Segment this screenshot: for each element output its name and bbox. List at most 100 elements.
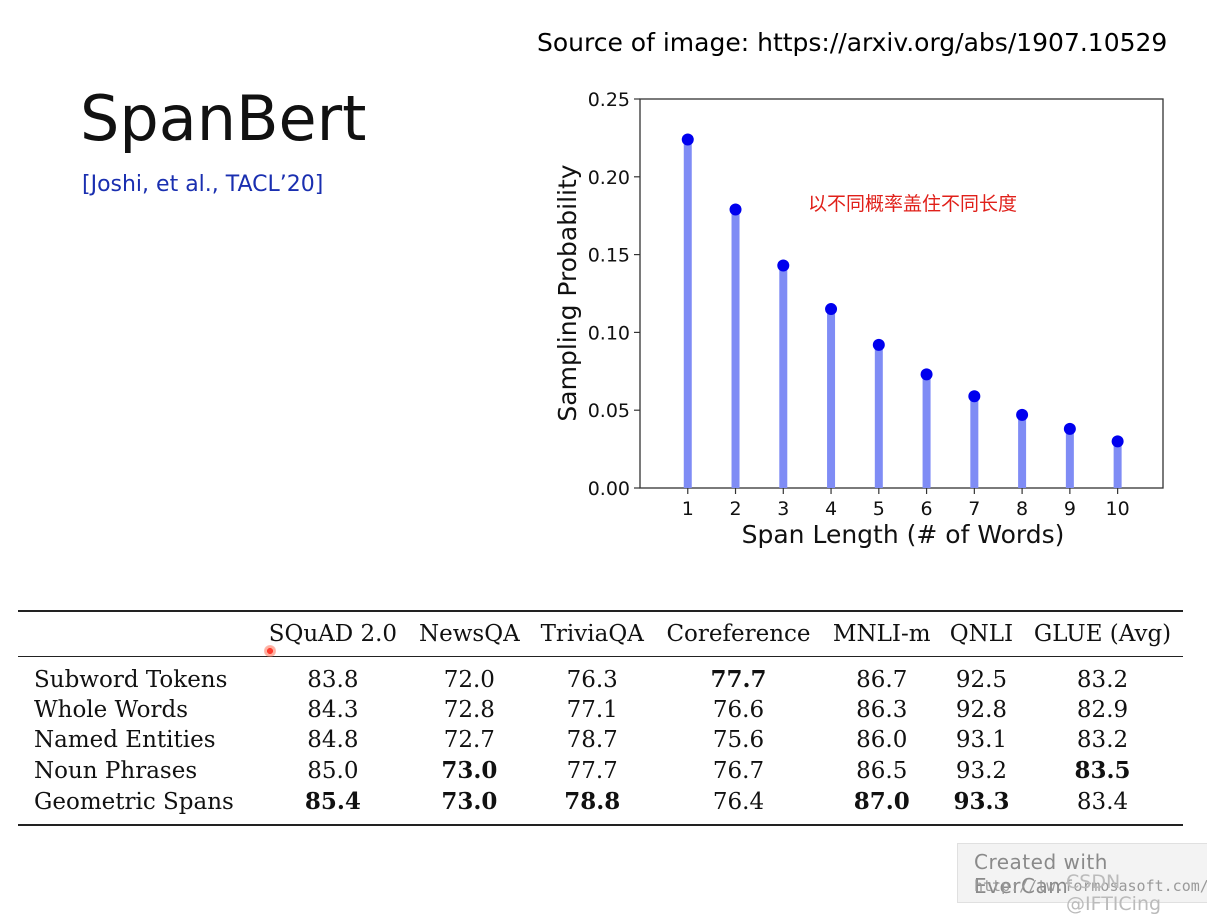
chart-stem (731, 209, 740, 488)
table-cell: 84.3 (307, 697, 359, 723)
table-cell: 92.5 (955, 666, 1008, 693)
table-cell: 75.6 (712, 727, 765, 753)
citation-text: [Joshi, et al., TACL’20] (82, 172, 324, 197)
chart-stem (1018, 414, 1027, 488)
chart-point (825, 303, 838, 316)
watermark-line2: http://tw.formosasoft.com/ (974, 877, 1207, 895)
x-axis: 1 2 3 4 5 6 7 8 9 10 (682, 488, 1130, 520)
chart-stem (874, 344, 883, 488)
x-tick-label: 3 (777, 498, 789, 520)
chart-point (681, 133, 694, 146)
table-cell: 83.4 (1076, 788, 1129, 815)
table-cell: 83.2 (1076, 666, 1129, 693)
table-cell: 76.7 (712, 757, 765, 784)
table-column-header: MNLI-m (832, 621, 931, 647)
x-tick-label: 10 (1106, 498, 1130, 520)
chart-stem (683, 139, 692, 488)
table-column-header: TriviaQA (540, 621, 644, 647)
chart-stem (827, 309, 836, 488)
table-cell: 76.3 (566, 666, 618, 693)
table-cell: 72.8 (443, 697, 495, 723)
y-axis-label: Sampling Probability (553, 164, 582, 421)
y-axis: 0.00 0.05 0.10 0.15 0.20 0.25 (588, 89, 640, 500)
table-row: Geometric Spans 85.4 73.0 78.8 76.4 87.0 93.3 8… (18, 785, 1183, 825)
chart-point (777, 259, 790, 272)
table-column-header: NewsQA (418, 621, 520, 647)
table-header-row: SQuAD 2.0 NewsQA TriviaQA Coreference MNLI-m… (18, 611, 1183, 657)
chart-stem (1113, 441, 1122, 488)
chart-stem (1065, 428, 1074, 488)
csdn-watermark: CSDN @IFTICing (1066, 871, 1162, 915)
table-row-label: Subword Tokens (34, 666, 228, 693)
table-row: Noun Phrases 85.0 73.0 77.7 76.7 86.5 93.2 83.5 (18, 754, 1183, 785)
x-tick-label: 1 (682, 498, 694, 520)
table-cell: 77.7 (710, 666, 767, 693)
y-tick-label: 0.00 (588, 478, 630, 500)
x-tick-label: 9 (1064, 498, 1076, 520)
table-cell: 84.8 (307, 727, 359, 753)
span-length-chart: 0.00 0.05 0.10 0.15 0.20 0.25 1 2 3 4 5 6 7 8 9 10 Sam… (553, 89, 1164, 549)
table-cell: 78.7 (566, 727, 618, 753)
y-tick-label: 0.15 (588, 245, 630, 267)
x-tick-label: 8 (1016, 498, 1028, 520)
slide-title: SpanBert (80, 82, 367, 155)
table-row-label: Named Entities (34, 727, 216, 753)
x-tick-label: 7 (968, 498, 980, 520)
table-cell: 77.1 (566, 697, 618, 723)
table-cell: 92.8 (955, 697, 1008, 723)
x-tick-label: 4 (825, 498, 837, 520)
y-tick-label: 0.25 (588, 89, 630, 111)
y-tick-label: 0.10 (588, 322, 630, 344)
table-row-label: Geometric Spans (34, 788, 234, 815)
table-row-label: Noun Phrases (34, 757, 198, 784)
table-cell: 72.7 (443, 727, 495, 753)
y-tick-label: 0.05 (588, 400, 630, 422)
table-cell: 86.5 (856, 757, 908, 784)
table-row: Whole Words 84.3 72.8 77.1 76.6 86.3 92.8 82.9 (18, 694, 1183, 724)
results-table: SQuAD 2.0 NewsQA TriviaQA Coreference MNLI-m… (18, 610, 1183, 826)
chart-points (681, 133, 1124, 448)
watermark-line1: Created with EverCam (974, 850, 1108, 898)
chart-point (1063, 422, 1076, 435)
table-row-label: Whole Words (34, 697, 189, 723)
table-cell: 73.0 (441, 757, 498, 784)
chart-point (920, 368, 933, 381)
table-row: Subword Tokens 83.8 72.0 76.3 77.7 86.7 92.5 83… (18, 657, 1183, 695)
chart-point (729, 203, 742, 216)
x-tick-label: 6 (921, 498, 933, 520)
table-cell: 86.3 (856, 697, 908, 723)
table-cell: 78.8 (564, 788, 621, 815)
table-cell: 86.7 (856, 666, 908, 693)
table-column-header: SQuAD 2.0 (268, 621, 398, 647)
chart-stem (922, 374, 931, 488)
table-cell: 86.0 (856, 727, 908, 753)
chart-point (1111, 435, 1124, 448)
table-cell: 73.0 (441, 788, 498, 815)
x-tick-label: 2 (729, 498, 741, 520)
evercam-watermark: Created with EverCam http://tw.formosaso… (957, 843, 1207, 915)
table-cell: 83.8 (307, 666, 359, 693)
mouse-cursor-highlight (264, 645, 276, 657)
table-cell: 93.2 (955, 757, 1008, 784)
y-tick-label: 0.20 (588, 167, 630, 189)
chart-stem (970, 396, 979, 488)
chart-point (872, 338, 885, 351)
plot-frame (639, 98, 1164, 489)
table-column-header: Coreference (666, 621, 811, 647)
table-column-header: QNLI (949, 621, 1014, 647)
table-header-blank (18, 611, 257, 657)
table-row: Named Entities 84.8 72.7 78.7 75.6 86.0 93.1 83… (18, 724, 1183, 754)
chart-point (968, 390, 981, 403)
table-cell: 83.2 (1076, 727, 1129, 753)
table-cell: 85.4 (304, 788, 361, 815)
chart-stems (683, 139, 1122, 488)
table-cell: 93.3 (953, 788, 1010, 815)
x-axis-label: Span Length (# of Words) (742, 520, 1065, 549)
table-cell: 87.0 (853, 788, 910, 815)
image-source-text: Source of image: https://arxiv.org/abs/1… (537, 28, 1168, 57)
table-cell: 76.4 (712, 788, 765, 815)
table-cell: 85.0 (307, 757, 359, 784)
chart-point (1016, 408, 1029, 421)
table-cell: 77.7 (566, 757, 618, 784)
table-cell: 93.1 (955, 727, 1008, 753)
